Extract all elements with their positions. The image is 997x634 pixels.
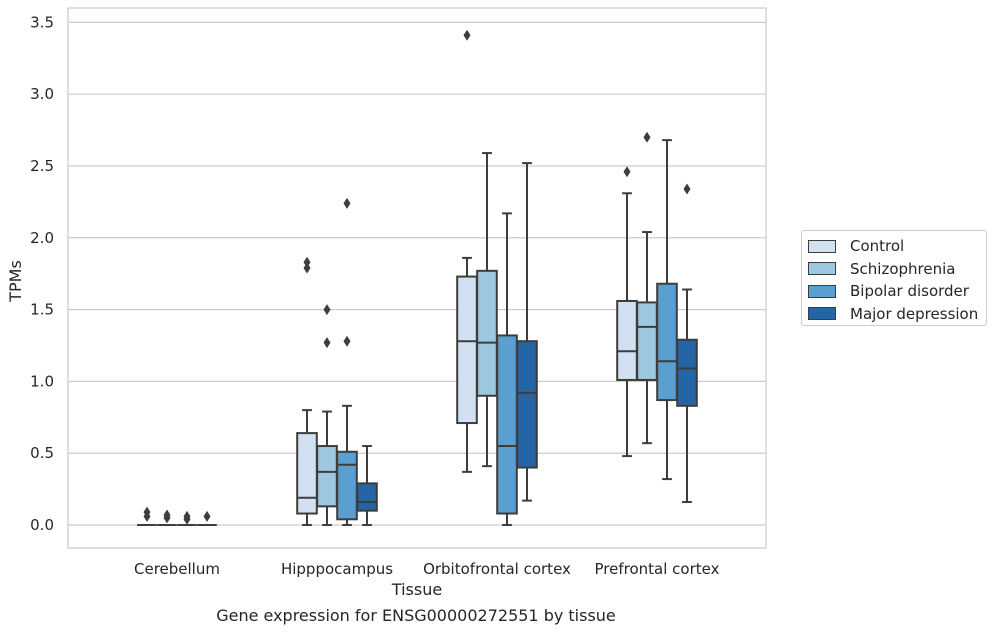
outlier-point-major-depression [203, 510, 211, 522]
y-tick-label: 1.5 [30, 301, 54, 319]
outlier-point-control [463, 29, 471, 41]
y-axis-ticks: 0.0 0.5 1.0 1.5 2.0 2.5 3.0 3.5 [30, 13, 54, 534]
legend-label-control: Control [850, 237, 905, 256]
box-major-depression [516, 340, 538, 469]
y-tick-label: 3.5 [30, 13, 54, 31]
outlier-point-bipolar-disorder [343, 197, 351, 209]
x-tick-label: Orbitofrontal cortex [423, 560, 571, 578]
y-tick-label: 3.0 [30, 85, 54, 103]
outlier-point-control [623, 166, 631, 178]
gridlines [68, 21, 766, 526]
legend-item-major-depression: Major depression [808, 303, 986, 326]
x-axis-ticks: Cerebellum Hipppocampus Orbitofrontal cort… [134, 560, 720, 578]
outlier-point-control [303, 256, 311, 268]
plot-area-frame [67, 7, 767, 549]
box-bipolar-disorder [496, 334, 518, 515]
legend-item-bipolar-disorder: Bipolar disorder [808, 280, 986, 303]
figure-caption: Gene expression for ENSG00000272551 by t… [216, 606, 616, 625]
box-bipolar-disorder [336, 450, 358, 521]
box-control [296, 432, 318, 515]
y-tick-label: 0.5 [30, 444, 54, 462]
x-tick-label: Cerebellum [134, 560, 220, 578]
outlier-point-bipolar-disorder [343, 335, 351, 347]
legend-item-schizophrenia: Schizophrenia [808, 258, 986, 281]
legend-label-major-depression: Major depression [850, 304, 979, 323]
box-control [456, 275, 478, 425]
legend-label-bipolar-disorder: Bipolar disorder [850, 282, 969, 301]
outlier-point-control [303, 262, 311, 274]
outlier-point-schizophrenia [643, 131, 651, 143]
box-schizophrenia [636, 301, 658, 381]
legend-swatch-schizophrenia [808, 262, 836, 276]
legend-item-control: Control [808, 235, 986, 258]
legend: Control Schizophrenia Bipolar disorder M… [801, 230, 987, 326]
y-tick-label: 2.5 [30, 157, 54, 175]
y-tick-label: 1.0 [30, 372, 54, 390]
outlier-point-control [143, 506, 151, 518]
y-tick-label: 0.0 [30, 516, 54, 534]
x-tick-label: Hipppocampus [281, 560, 393, 578]
legend-swatch-control [808, 239, 836, 253]
legend-swatch-major-depression [808, 307, 836, 321]
y-tick-label: 2.0 [30, 229, 54, 247]
y-axis-label: TPMs [6, 260, 25, 303]
outlier-point-schizophrenia [323, 337, 331, 349]
box-schizophrenia [316, 445, 338, 508]
box-major-depression [676, 338, 698, 407]
legend-label-schizophrenia: Schizophrenia [850, 259, 956, 278]
outlier-point-schizophrenia [323, 304, 331, 316]
legend-swatch-bipolar-disorder [808, 284, 836, 298]
outlier-point-bipolar-disorder [183, 510, 191, 522]
outlier-point-schizophrenia [163, 509, 171, 521]
box-control [616, 299, 638, 381]
x-tick-label: Prefrontal cortex [595, 560, 720, 578]
box-schizophrenia [476, 269, 498, 397]
x-axis-label: Tissue [391, 580, 442, 599]
box-plot-boxes [137, 29, 698, 527]
outlier-point-major-depression [683, 183, 691, 195]
box-major-depression [356, 482, 378, 512]
box-bipolar-disorder [656, 282, 678, 402]
